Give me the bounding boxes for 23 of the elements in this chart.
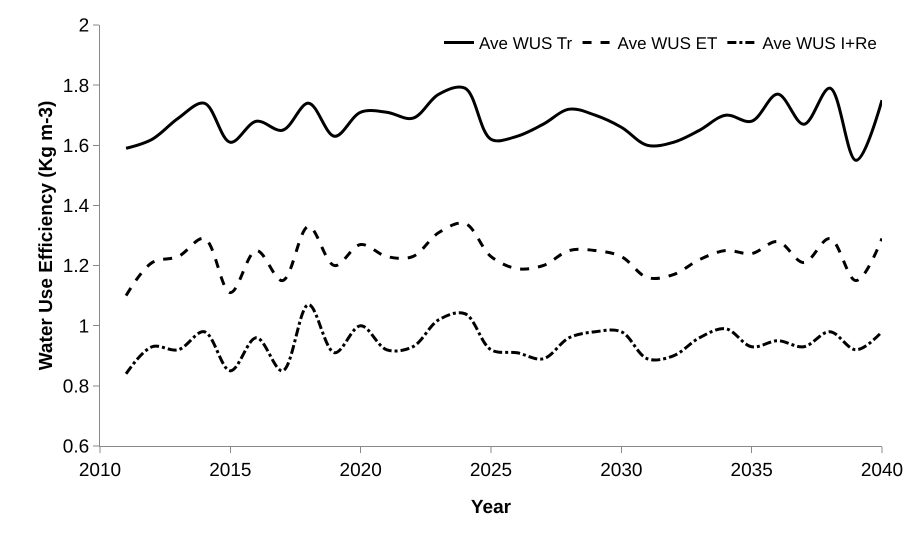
x-tick-label: 2015 <box>209 460 252 481</box>
x-tick-label: 2020 <box>340 460 382 481</box>
line-series <box>124 222 882 298</box>
y-tick-label: 0.8 <box>62 376 90 398</box>
y-axis-title: Water Use Efficiency (Kg m-3) <box>36 100 57 370</box>
y-tick-label: 0.6 <box>62 436 90 458</box>
legend-label: Ave WUS I+Re <box>762 34 877 54</box>
y-tick-label: 1.6 <box>62 136 90 157</box>
x-tick-label: 2030 <box>600 460 642 481</box>
x-tick-label: 2040 <box>860 460 904 481</box>
legend-label: Ave WUS ET <box>618 34 718 54</box>
y-tick-label: 1.8 <box>62 76 90 97</box>
x-tick-label: 2035 <box>730 460 773 481</box>
x-tick-label: 2010 <box>78 460 122 481</box>
x-axis-title: Year <box>470 497 512 518</box>
x-tick-label: 2025 <box>470 460 512 481</box>
y-tick-label: 1.2 <box>62 256 90 278</box>
line-series <box>124 86 882 162</box>
y-tick-label: 1.4 <box>62 196 90 218</box>
line-series <box>124 303 882 376</box>
y-tick-label: 2 <box>78 16 90 37</box>
y-tick-label: 1 <box>78 316 90 338</box>
legend-label: Ave WUS Tr <box>479 34 573 54</box>
